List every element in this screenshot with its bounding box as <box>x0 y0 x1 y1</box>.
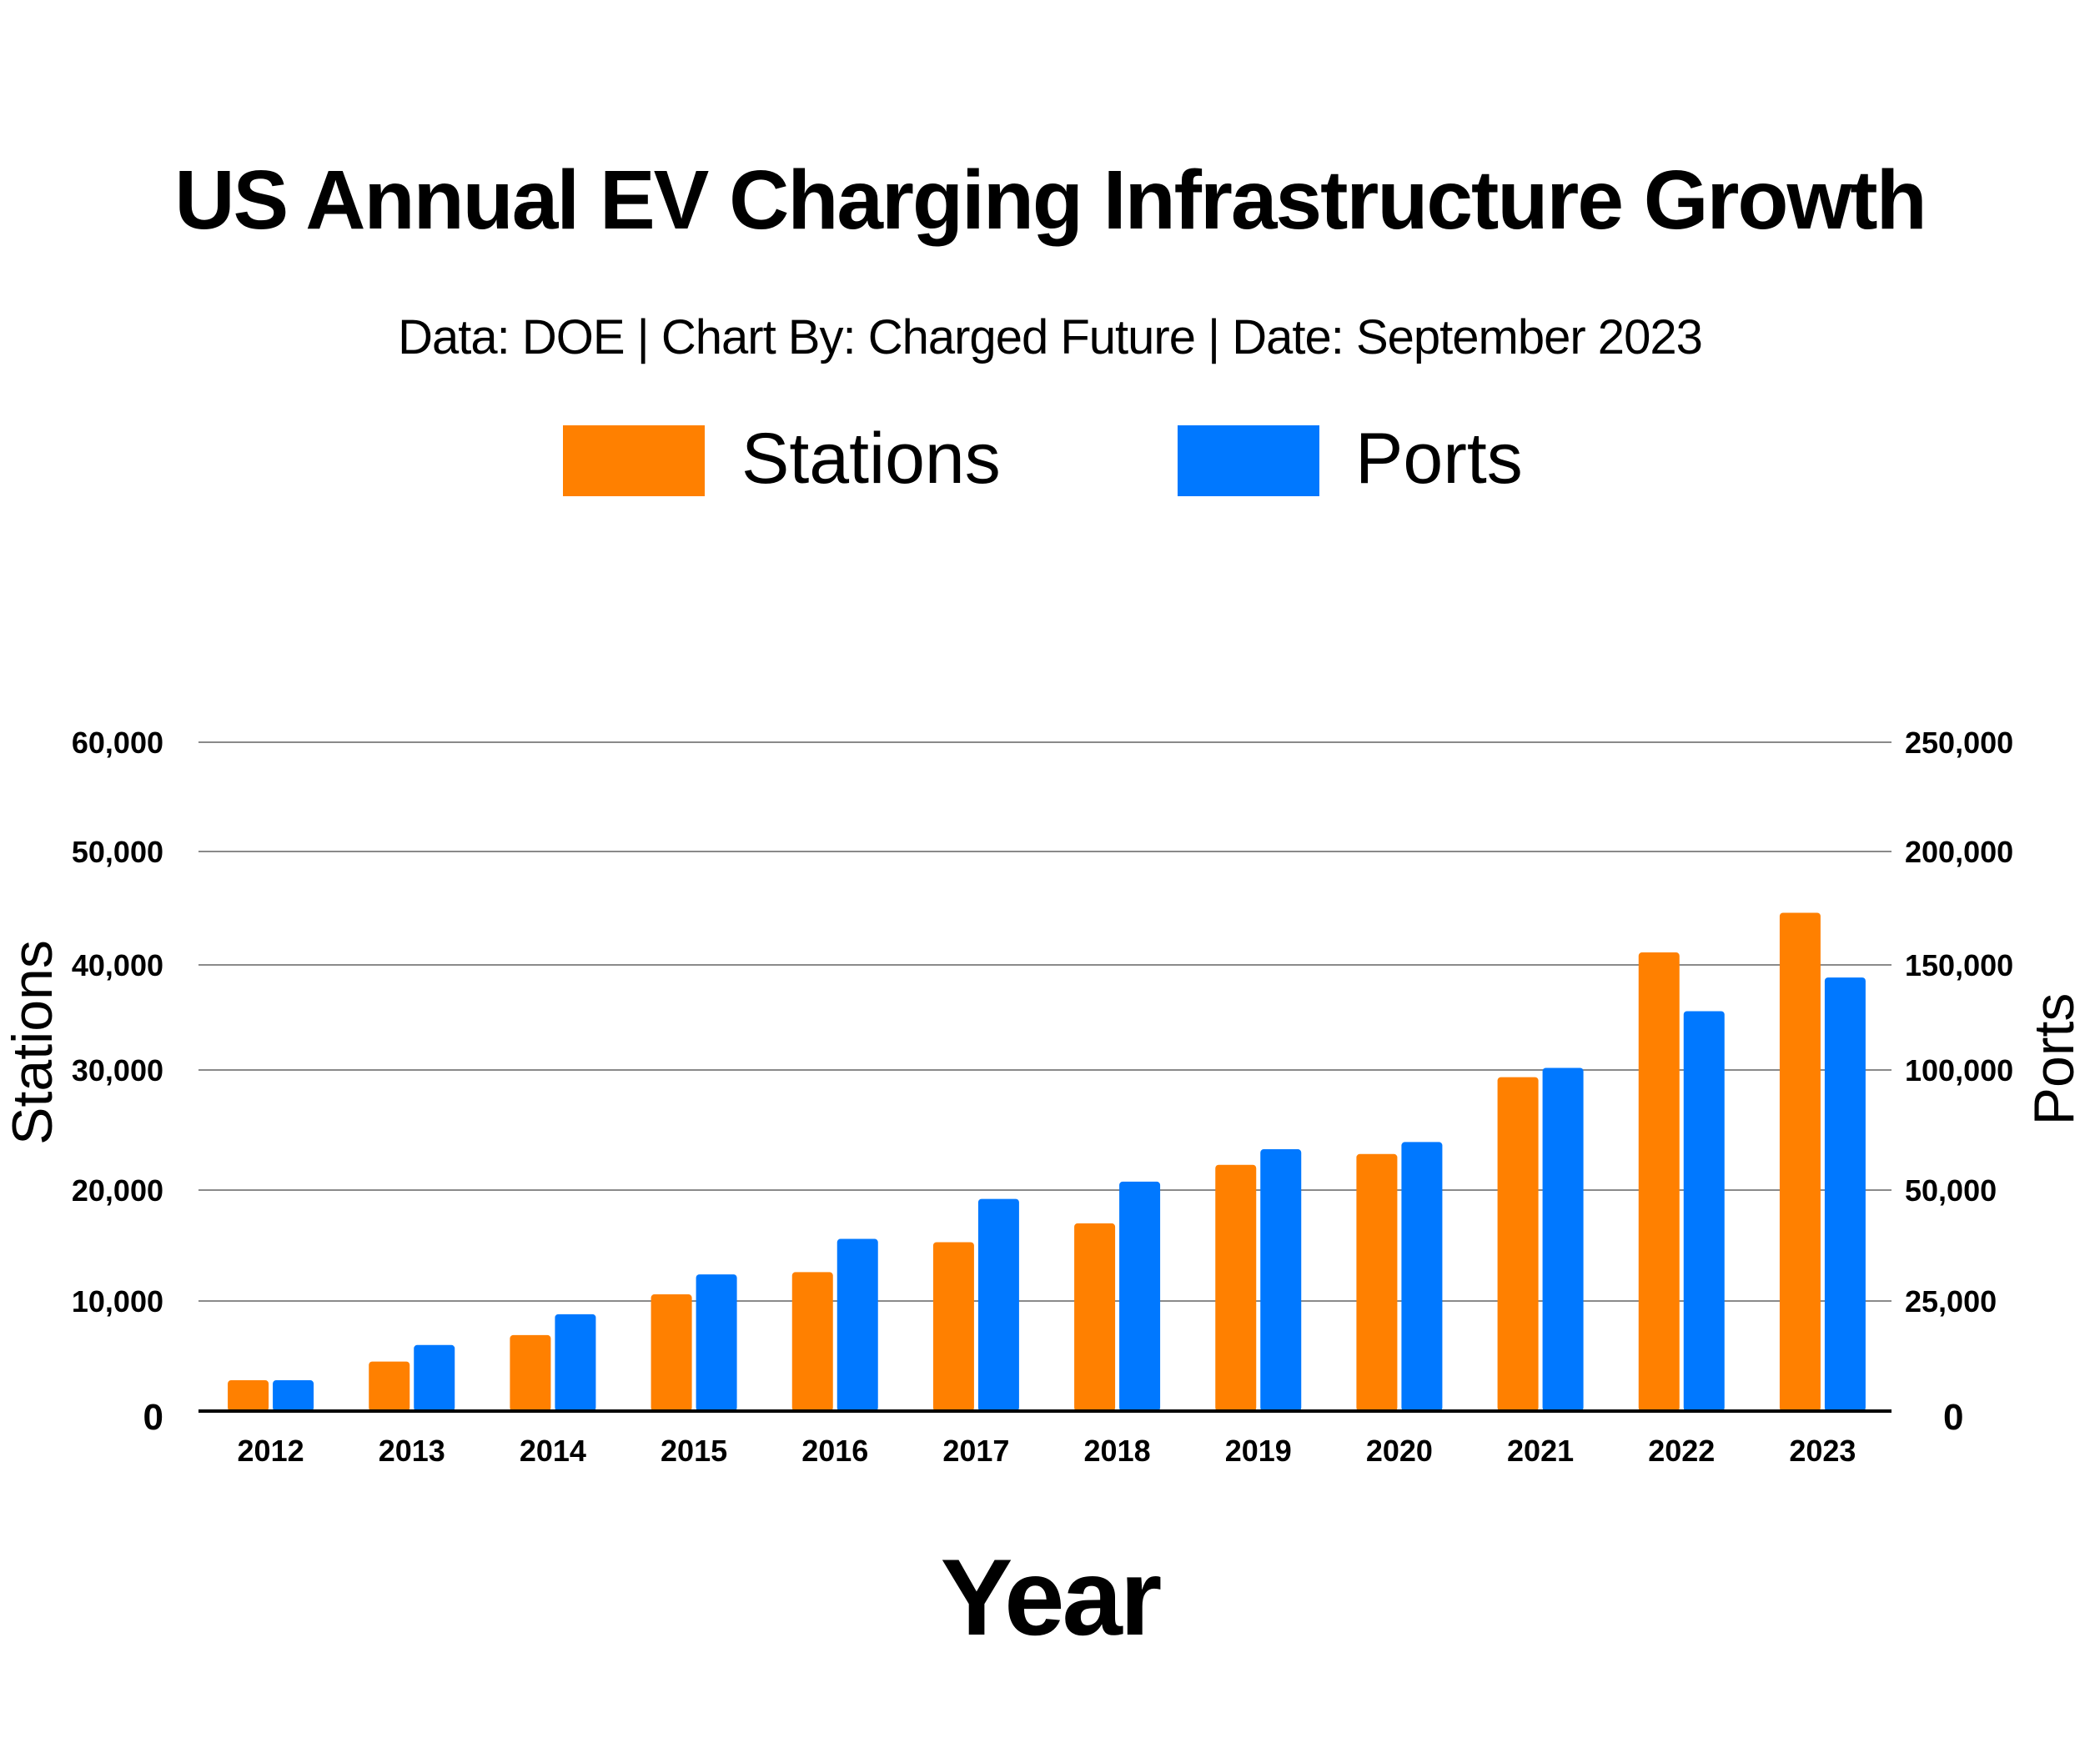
bar-stations-2023 <box>1779 912 1821 1411</box>
y-right-tick-label: 0 <box>1943 1397 1963 1438</box>
x-tick-label: 2022 <box>1648 1434 1715 1468</box>
y-left-tick-label: 50,000 <box>72 835 163 869</box>
legend-label-stations: Stations <box>741 419 1001 499</box>
x-tick-label: 2020 <box>1366 1434 1433 1468</box>
chart-legend: Stations Ports <box>0 417 2100 500</box>
y-right-tick-label: 50,000 <box>1905 1173 1997 1208</box>
bar-ports-2013 <box>414 1344 455 1411</box>
y-right-tick-label: 200,000 <box>1905 835 2013 869</box>
y-right-tick-label: 100,000 <box>1905 1053 2013 1088</box>
bar-stations-2017 <box>932 1242 974 1411</box>
x-tick-label: 2014 <box>520 1434 586 1468</box>
y-right-tick-label: 25,000 <box>1905 1284 1997 1319</box>
legend-swatch-stations <box>563 425 705 496</box>
bar-ports-2016 <box>836 1238 878 1411</box>
bar-ports-2014 <box>555 1314 596 1411</box>
bar-ports-2022 <box>1683 1011 1725 1411</box>
x-tick-label: 2013 <box>379 1434 445 1468</box>
bar-stations-2013 <box>369 1361 410 1411</box>
bar-stations-2020 <box>1356 1153 1398 1411</box>
x-tick-label: 2018 <box>1084 1434 1151 1468</box>
y-left-tick-label: 60,000 <box>72 726 163 760</box>
y-left-tick-label: 20,000 <box>72 1173 163 1208</box>
chart-title: US Annual EV Charging Infrastructure Gro… <box>174 153 1927 247</box>
bar-ports-2020 <box>1401 1142 1443 1411</box>
legend-label-ports: Ports <box>1355 419 1523 499</box>
x-tick-label: 2016 <box>801 1434 868 1468</box>
y-left-tick-label: 0 <box>143 1397 163 1438</box>
y-right-tick-label: 250,000 <box>1905 726 2013 760</box>
bar-stations-2012 <box>228 1380 269 1411</box>
bar-ports-2017 <box>977 1198 1019 1411</box>
bar-ports-2023 <box>1824 977 1866 1411</box>
bar-ports-2019 <box>1260 1149 1302 1411</box>
x-tick-label: 2021 <box>1507 1434 1574 1468</box>
legend-item-ports: Ports <box>1178 417 1595 500</box>
y-left-tick-label: 10,000 <box>72 1284 163 1319</box>
bar-stations-2014 <box>510 1334 551 1411</box>
bar-ports-2018 <box>1119 1181 1161 1411</box>
bar-stations-2018 <box>1074 1223 1116 1411</box>
bar-stations-2015 <box>651 1294 692 1411</box>
y-right-tick-label: 150,000 <box>1905 948 2013 982</box>
y-axis-left-title: Stations <box>1 940 64 1145</box>
x-tick-label: 2015 <box>661 1434 727 1468</box>
y-left-tick-label: 30,000 <box>72 1053 163 1088</box>
bar-ports-2021 <box>1542 1067 1584 1411</box>
y-axis-right-title: Ports <box>2022 993 2086 1126</box>
x-axis-title: Year <box>941 1536 1161 1658</box>
bar-stations-2016 <box>791 1272 833 1411</box>
x-tick-label: 2012 <box>238 1434 304 1468</box>
y-left-tick-label: 40,000 <box>72 948 163 982</box>
bar-ports-2015 <box>696 1274 737 1411</box>
legend-item-stations: Stations <box>563 417 1063 500</box>
bars <box>228 912 1866 1411</box>
gridlines <box>198 741 1892 1302</box>
bar-stations-2021 <box>1497 1077 1539 1411</box>
x-tick-label: 2019 <box>1225 1434 1292 1468</box>
bar-stations-2019 <box>1215 1164 1257 1411</box>
x-tick-label: 2023 <box>1789 1434 1856 1468</box>
chart-subtitle: Data: DOE | Chart By: Charged Future | D… <box>398 310 1703 364</box>
bar-stations-2022 <box>1638 952 1680 1411</box>
bar-ports-2012 <box>273 1380 314 1411</box>
legend-swatch-ports <box>1178 425 1319 496</box>
x-tick-label: 2017 <box>942 1434 1009 1468</box>
tick-labels: 0 10,000 20,000 30,000 40,000 50,000 60,000 0 25… <box>72 726 2013 1468</box>
